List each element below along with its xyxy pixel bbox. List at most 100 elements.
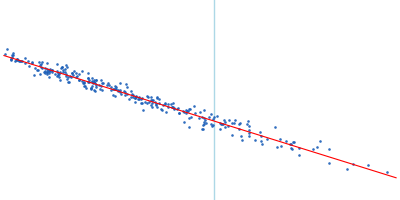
Point xyxy=(153,102,160,105)
Point xyxy=(133,96,139,99)
Point xyxy=(97,87,104,90)
Point xyxy=(124,92,130,95)
Point xyxy=(364,164,371,167)
Point xyxy=(258,134,264,137)
Point xyxy=(58,67,64,70)
Point xyxy=(84,77,91,80)
Point xyxy=(218,123,224,126)
Point xyxy=(145,95,152,98)
Point xyxy=(57,79,63,82)
Point xyxy=(186,117,192,120)
Point xyxy=(91,81,98,84)
Point xyxy=(184,110,190,113)
Point xyxy=(66,74,73,77)
Point xyxy=(105,82,111,85)
Point xyxy=(104,83,110,86)
Point xyxy=(37,63,44,66)
Point xyxy=(100,81,106,84)
Point xyxy=(226,119,232,122)
Point xyxy=(117,88,124,91)
Point xyxy=(384,171,391,174)
Point xyxy=(290,140,297,143)
Point xyxy=(203,122,209,125)
Point xyxy=(41,66,48,69)
Point xyxy=(69,72,76,75)
Point xyxy=(121,90,128,93)
Point xyxy=(165,102,171,106)
Point xyxy=(225,125,231,128)
Point xyxy=(201,122,207,126)
Point xyxy=(170,101,176,104)
Point xyxy=(317,139,323,142)
Point xyxy=(264,137,270,140)
Point xyxy=(19,59,25,62)
Point xyxy=(222,125,228,129)
Point xyxy=(26,64,32,67)
Point xyxy=(89,80,95,83)
Point xyxy=(171,108,178,111)
Point xyxy=(148,105,155,109)
Point xyxy=(283,139,290,142)
Point xyxy=(112,87,118,90)
Point xyxy=(310,147,316,150)
Point xyxy=(132,101,138,104)
Point xyxy=(44,62,51,65)
Point xyxy=(107,88,114,91)
Point xyxy=(139,101,145,104)
Point xyxy=(7,57,14,60)
Point xyxy=(239,138,246,141)
Point xyxy=(162,102,168,105)
Point xyxy=(170,106,176,109)
Point xyxy=(112,85,119,89)
Point xyxy=(210,123,216,127)
Point xyxy=(344,168,350,171)
Point xyxy=(8,57,14,60)
Point xyxy=(257,139,264,143)
Point xyxy=(49,68,55,72)
Point xyxy=(217,121,223,124)
Point xyxy=(88,87,94,90)
Point xyxy=(132,94,139,97)
Point xyxy=(38,65,45,69)
Point xyxy=(146,101,153,104)
Point xyxy=(93,78,100,81)
Point xyxy=(124,85,130,88)
Point xyxy=(114,90,121,93)
Point xyxy=(185,110,191,113)
Point xyxy=(350,163,356,166)
Point xyxy=(116,91,123,94)
Point xyxy=(154,95,160,98)
Point xyxy=(128,95,134,98)
Point xyxy=(111,88,117,91)
Point xyxy=(171,106,177,109)
Point xyxy=(196,116,202,120)
Point xyxy=(129,95,136,98)
Point xyxy=(288,143,294,146)
Point xyxy=(201,117,207,120)
Point xyxy=(44,67,50,71)
Point xyxy=(86,78,93,82)
Point xyxy=(154,97,160,100)
Point xyxy=(130,93,137,96)
Point xyxy=(202,118,208,121)
Point xyxy=(60,68,66,71)
Point xyxy=(90,81,96,84)
Point xyxy=(236,123,242,126)
Point xyxy=(93,83,99,87)
Point xyxy=(186,125,192,128)
Point xyxy=(29,60,35,63)
Point xyxy=(112,87,119,90)
Point xyxy=(132,96,138,99)
Point xyxy=(63,65,70,68)
Point xyxy=(56,75,62,78)
Point xyxy=(200,121,207,124)
Point xyxy=(191,104,198,108)
Point xyxy=(196,110,203,114)
Point xyxy=(98,78,104,81)
Point xyxy=(81,81,87,84)
Point xyxy=(219,122,226,125)
Point xyxy=(210,115,217,119)
Point xyxy=(85,80,91,83)
Point xyxy=(62,75,69,78)
Point xyxy=(88,76,95,79)
